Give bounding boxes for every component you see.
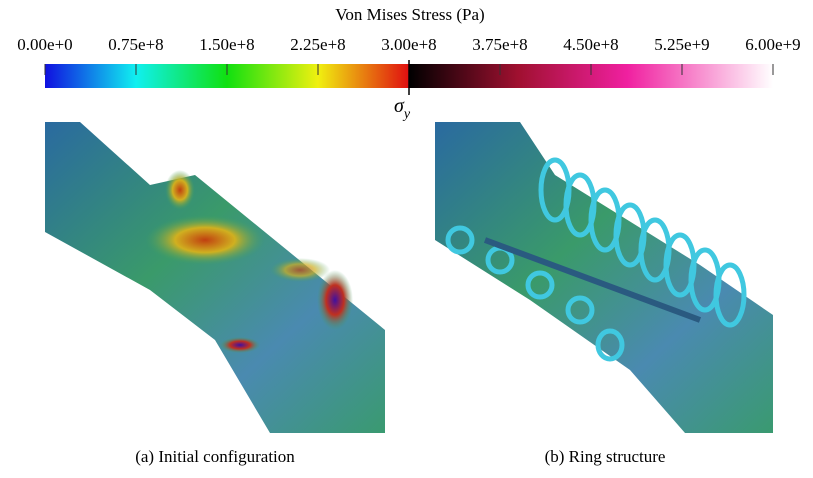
tick-label: 6.00e+9	[745, 35, 800, 54]
caption: (a) Initial configuration	[135, 447, 295, 466]
tick-label: 0.75e+8	[108, 35, 163, 54]
tick-label: 2.25e+8	[290, 35, 345, 54]
tick-label: 5.25e+9	[654, 35, 709, 54]
colorbar-title: Von Mises Stress (Pa)	[335, 5, 484, 24]
panel-b-image	[435, 122, 773, 433]
figure: Von Mises Stress (Pa) 0.00e+0 0.75e+8 1.50…	[0, 0, 813, 473]
page: {"colorbar": {"title": "Von Mises Stress…	[0, 0, 813, 478]
tick-label: 0.00e+0	[17, 35, 72, 54]
tick-label: 1.50e+8	[199, 35, 254, 54]
threshold-symbol: σy	[394, 95, 411, 122]
tick-label: 3.00e+8	[381, 35, 436, 54]
tick-label: 4.50e+8	[563, 35, 618, 54]
caption: (b) Ring structure	[545, 447, 666, 466]
tick-label: 3.75e+8	[472, 35, 527, 54]
panel-a-image	[45, 122, 385, 433]
